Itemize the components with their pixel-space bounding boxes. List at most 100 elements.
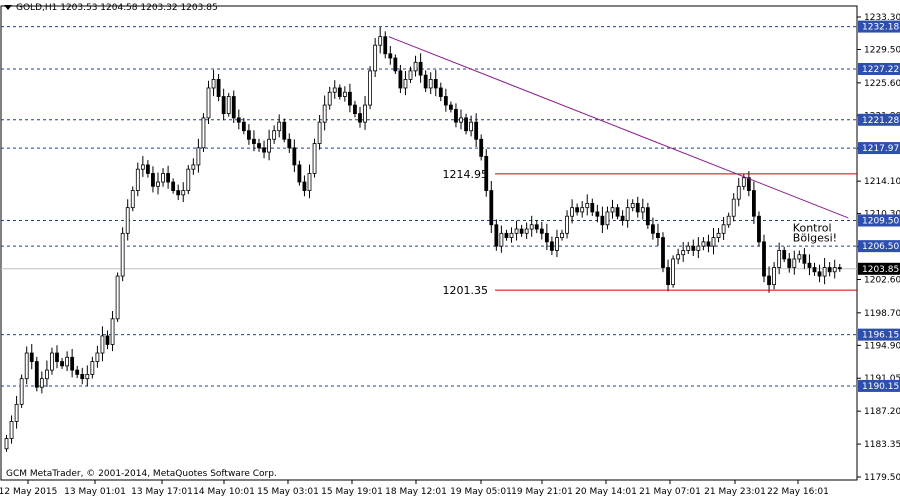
candle-bull [317, 121, 322, 144]
candle-bear [620, 215, 625, 221]
candle-bear [484, 155, 489, 191]
candle-bull [413, 61, 418, 72]
candle-bear [757, 215, 761, 243]
candle-bull [736, 185, 741, 200]
candle-bear [494, 224, 499, 247]
candle-bull [499, 232, 504, 247]
candle-bear [287, 138, 292, 149]
candle-bear [29, 352, 34, 362]
candle-bear [575, 207, 580, 213]
candle-bull [731, 198, 736, 217]
candle-bull [524, 228, 529, 234]
candle-bear [80, 373, 85, 380]
candle-bear [656, 232, 660, 238]
candle-bear [550, 241, 554, 251]
candle-bear [302, 181, 307, 191]
candle-bull [125, 207, 130, 234]
price-level-box [858, 214, 900, 227]
candle-bear [231, 96, 236, 119]
trend-line[interactable] [388, 36, 849, 219]
price-axis-label: 1225.60 [864, 79, 900, 89]
candle-bull [368, 70, 373, 106]
candle-bear [635, 202, 640, 213]
candle-bull [327, 91, 332, 106]
candle-bear [504, 232, 509, 238]
time-axis-label: 14 May 10:01 [193, 487, 255, 497]
candle-bull [95, 352, 100, 362]
price-level-label: 1227.22 [862, 65, 899, 75]
candle-bear [75, 369, 80, 375]
candle-bull [565, 215, 569, 234]
candle-bull [130, 190, 135, 209]
candle-bull [110, 318, 115, 345]
time-axis-label: 15 May 03:01 [257, 487, 319, 497]
time-axis[interactable]: 12 May 2015 13 May 01:01 13 May 17:01 14 Ma… [0, 480, 829, 497]
candle-bull [211, 79, 216, 89]
candle-bull [777, 250, 782, 268]
candle-bull [610, 207, 615, 213]
candle-bull [272, 130, 277, 140]
candle-bull [39, 378, 44, 388]
candle-bull [196, 147, 201, 166]
candle-bull [741, 177, 746, 187]
candle-bear [615, 207, 620, 217]
candle-bear [433, 79, 438, 89]
candle-bull [307, 173, 312, 191]
candle-bull [630, 202, 635, 209]
dropdown-triangle-icon[interactable] [4, 5, 12, 10]
time-axis-label: 18 May 12:01 [385, 487, 447, 497]
candle-bear [661, 237, 665, 268]
price-level-box [858, 20, 900, 33]
candle-bear [595, 211, 600, 217]
candle-bull [570, 207, 574, 217]
price-level-box [858, 142, 900, 155]
candle-bull [100, 335, 105, 354]
candle-bull [191, 164, 196, 170]
range-level-label: 1201.35 [443, 284, 489, 297]
candle-bear [423, 74, 428, 89]
candle-bull [469, 121, 474, 132]
candle-bear [443, 96, 448, 106]
candle-bull [19, 378, 24, 405]
candle-bear [55, 352, 59, 362]
candle-bear [519, 228, 524, 234]
candle-bull [45, 369, 49, 380]
price-level-box [858, 113, 900, 126]
candle-bull [580, 207, 585, 213]
candle-bear [262, 147, 266, 153]
level-lines [1, 26, 857, 387]
candle-bear [221, 96, 226, 115]
time-axis-label: 13 May 17:01 [131, 487, 193, 497]
price-axis[interactable]: 1233.301229.501225.601221.801217.951214.… [857, 13, 900, 483]
candle-bear [812, 267, 817, 273]
chart-title[interactable]: GOLD,H1 1203.53 1204.58 1203.32 1203.85 [4, 3, 218, 13]
candle-bull [676, 254, 681, 260]
candle-bull [378, 36, 383, 46]
candle-bull [90, 361, 95, 375]
candle-bull [277, 121, 282, 132]
candle-bull [115, 275, 120, 320]
candle-bull [408, 70, 413, 80]
price-level-box [858, 240, 900, 253]
candle-bull [686, 245, 691, 251]
candle-bull [156, 181, 160, 187]
candle-bull [726, 215, 731, 226]
candle-bull [696, 245, 701, 251]
current-price-box [858, 262, 900, 275]
candle-bear [358, 113, 362, 123]
candle-bear [837, 267, 842, 270]
price-level-box [858, 379, 900, 392]
candles [4, 27, 842, 452]
candle-bull [342, 91, 347, 97]
price-level-label: 1221.28 [862, 116, 899, 126]
candle-bear [454, 108, 458, 123]
price-axis-label: 1183.35 [864, 440, 900, 450]
candle-bull [363, 104, 367, 123]
candle-bull [681, 250, 686, 256]
candle-bear [706, 241, 711, 247]
candle-bear [645, 207, 650, 226]
candle-bull [4, 438, 9, 450]
